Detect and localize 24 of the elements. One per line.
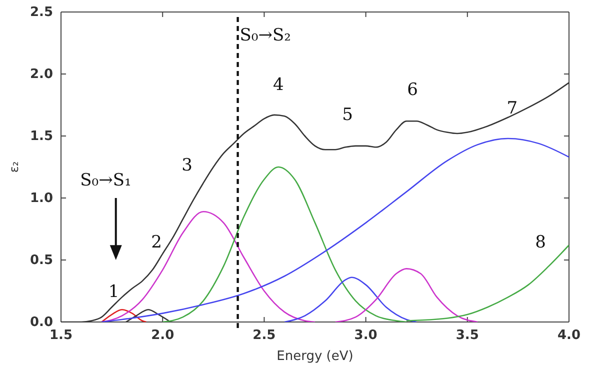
annotation: 6 xyxy=(407,80,418,100)
annotation: 1 xyxy=(108,282,120,302)
annotation: 5 xyxy=(342,104,353,125)
x-tick-label: 4.0 xyxy=(557,328,581,344)
y-tick-label: 1.5 xyxy=(30,129,53,144)
y-tick-label: 0.0 xyxy=(30,315,53,330)
x-tick-label: 2.5 xyxy=(252,328,276,344)
x-tick-label: 2.0 xyxy=(151,328,174,344)
y-tick-label: 1.0 xyxy=(30,191,53,206)
y-tick-label: 0.5 xyxy=(30,253,53,268)
annotation: 3 xyxy=(182,156,192,176)
annotation: 2 xyxy=(151,232,162,253)
y-tick-label: 2.5 xyxy=(30,5,53,20)
y-axis-title: ε₂ xyxy=(7,161,21,173)
ref-line-label: S₀→S₂ xyxy=(240,26,291,46)
annotation: 8 xyxy=(535,232,546,253)
annotation: 4 xyxy=(273,75,284,96)
x-tick-label: 3.5 xyxy=(456,328,479,344)
x-tick-label: 1.5 xyxy=(49,328,73,344)
y-tick-label: 2.0 xyxy=(30,67,53,82)
x-axis-title: Energy (eV) xyxy=(276,349,354,364)
annotation: S₀→S₁ xyxy=(80,170,132,191)
annotation: 7 xyxy=(506,98,518,119)
x-tick-label: 3.0 xyxy=(354,328,378,344)
